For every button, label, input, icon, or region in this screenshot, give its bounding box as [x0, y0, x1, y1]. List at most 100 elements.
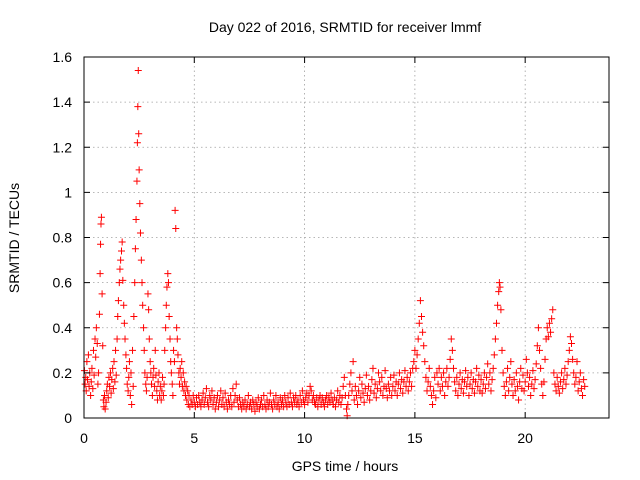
data-point: [295, 403, 303, 411]
data-point: [170, 346, 178, 354]
data-point: [348, 387, 356, 395]
data-point: [414, 335, 422, 343]
data-point: [448, 346, 456, 354]
data-point: [109, 385, 117, 393]
data-point: [232, 380, 240, 388]
data-point: [199, 389, 207, 397]
data-point: [170, 358, 178, 366]
data-point: [470, 389, 478, 397]
data-point: [331, 403, 339, 411]
data-point: [345, 391, 353, 399]
data-point: [354, 400, 362, 408]
data-point: [487, 387, 495, 395]
data-point: [128, 400, 136, 408]
data-point: [498, 346, 506, 354]
data-point: [106, 369, 114, 377]
data-point: [228, 403, 236, 411]
data-point: [106, 382, 114, 390]
data-point: [550, 369, 558, 377]
data-point: [179, 369, 187, 377]
data-point: [521, 378, 529, 386]
data-point: [173, 335, 181, 343]
y-tick-label: 1.4: [53, 94, 73, 110]
y-tick-label: 1: [64, 184, 72, 200]
data-point: [423, 387, 431, 395]
data-point: [114, 312, 122, 320]
data-point: [206, 391, 214, 399]
data-point: [344, 400, 352, 408]
y-tick-label: 0.2: [53, 365, 73, 381]
data-points: [80, 67, 589, 420]
data-point: [420, 342, 428, 350]
y-tick-label: 0.6: [53, 275, 73, 291]
data-point: [358, 380, 366, 388]
data-point: [87, 378, 95, 386]
data-point: [424, 378, 432, 386]
data-point: [164, 279, 172, 287]
data-point: [486, 369, 494, 377]
data-point: [431, 373, 439, 381]
data-point: [202, 385, 210, 393]
data-point: [419, 328, 427, 336]
data-point: [357, 394, 365, 402]
data-point: [384, 380, 392, 388]
data-point: [543, 324, 551, 332]
data-point: [145, 335, 153, 343]
data-point: [548, 315, 556, 323]
data-point: [181, 378, 189, 386]
data-point: [401, 367, 409, 375]
data-point: [114, 297, 122, 305]
data-point: [570, 369, 578, 377]
data-point: [528, 380, 536, 388]
data-point: [462, 367, 470, 375]
data-point: [495, 288, 503, 296]
data-point: [205, 403, 213, 411]
data-point: [84, 376, 92, 384]
data-point: [327, 389, 335, 397]
data-point: [165, 312, 173, 320]
data-point: [533, 342, 541, 350]
data-point: [359, 389, 367, 397]
data-point: [457, 385, 465, 393]
data-point: [554, 382, 562, 390]
data-point: [456, 369, 464, 377]
data-point: [370, 389, 378, 397]
x-tick-label: 10: [297, 430, 313, 446]
data-point: [501, 391, 509, 399]
data-point: [376, 378, 384, 386]
data-point: [244, 391, 252, 399]
data-point: [566, 333, 574, 341]
data-point: [169, 391, 177, 399]
data-point: [507, 358, 515, 366]
y-tick-label: 0.4: [53, 320, 73, 336]
data-point: [579, 391, 587, 399]
data-point: [436, 387, 444, 395]
data-point: [125, 358, 133, 366]
data-point: [252, 398, 260, 406]
y-tick-label: 0.8: [53, 230, 73, 246]
data-point: [511, 387, 519, 395]
data-point: [390, 371, 398, 379]
data-point: [442, 378, 450, 386]
data-point: [403, 373, 411, 381]
data-point: [530, 385, 538, 393]
data-point: [113, 335, 121, 343]
data-point: [110, 358, 118, 366]
data-point: [236, 394, 244, 402]
data-point: [381, 367, 389, 375]
data-point: [224, 396, 232, 404]
data-point: [97, 213, 105, 221]
data-point: [453, 373, 461, 381]
data-point: [540, 378, 548, 386]
data-point: [164, 270, 172, 278]
data-point: [483, 373, 491, 381]
data-point: [488, 376, 496, 384]
data-point: [92, 353, 100, 361]
data-point: [137, 256, 145, 264]
data-point: [95, 369, 103, 377]
data-point: [306, 382, 314, 390]
data-point: [429, 400, 437, 408]
data-point: [559, 385, 567, 393]
data-point: [466, 380, 474, 388]
data-point: [144, 290, 152, 298]
